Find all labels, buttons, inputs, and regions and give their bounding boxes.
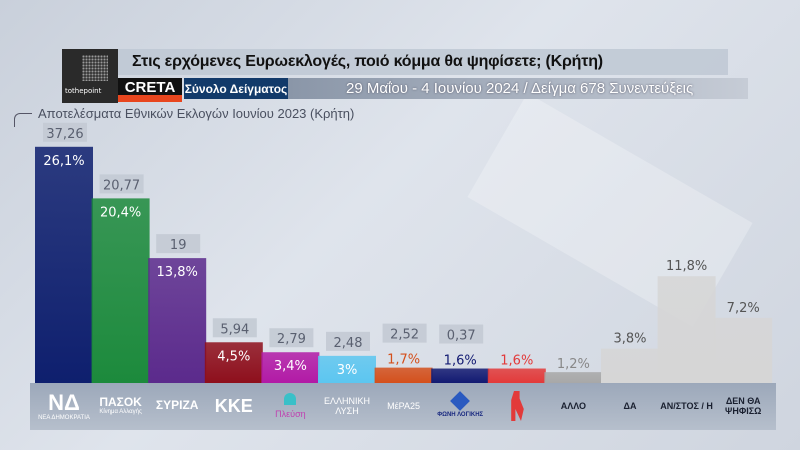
bar-4 [261,352,320,383]
previous-result-box [326,331,370,351]
foni-logikis-logo-icon [450,390,471,411]
party-logo-12: ΔΕΝ ΘΑ ΨΗΦΙΣΩ [715,387,771,425]
previous-result-box [99,174,144,194]
bar-value-label: 13,8% [157,265,198,280]
bar-7 [431,368,490,383]
party-logo-text: ΣΥΡΙΖΑ [155,398,199,413]
party-logo-text: ΕΛΛΗΝΙΚΗ [323,395,371,406]
party-logo-text: ΔΑ [623,400,637,411]
bar-value-label: 11,8% [666,259,707,274]
tothepoint-logo: tothepoint [62,49,118,103]
party-logo-text: ΝΔ [48,389,80,415]
party-logo-text: ΑΝ/ΣΤΟΣ / Η [660,400,713,411]
bar-value-label: 1,6% [444,354,477,369]
party-logo-9: ΑΛΛΟ [545,387,601,425]
bar-12 [714,317,773,383]
previous-result-label: 5,94 [220,322,249,337]
previous-result-box [212,318,257,338]
legend-arrow-icon [14,113,32,127]
previous-result-label: 37,26 [46,127,83,142]
bar-5 [318,355,376,383]
bar-3 [204,342,263,383]
creta-logo: CRETA [118,78,182,102]
bar-6 [374,367,433,383]
page-title: Στις ερχόμενες Ευρωεκλογές, ποιό κόμμα θ… [118,49,728,75]
sample-label: Σύνολο Δείγματος [184,78,288,99]
party-logo-text: Πλεύση [275,408,306,419]
bar-10 [601,348,659,383]
party-logo-text: ΛΥΣΗ [335,406,359,416]
bar-value-label: 1,6% [500,354,533,369]
bar-1 [91,198,150,383]
survey-dates: 29 Μαΐου - 4 Ιουνίου 2024 / Δείγμα 678 Σ… [288,78,748,99]
bar-0 [35,146,93,383]
bar-value-label: 4,5% [217,349,250,364]
bar-value-label: 3% [337,363,358,378]
bar-value-label: 7,2% [727,301,760,316]
party-logo-text: ΨΗΦΙΣΩ [725,406,762,416]
bar-value-label: 26,1% [43,154,84,169]
party-logo-text: ΚΚΕ [214,395,253,416]
party-logo-text: ΝΕΑ ΔΗΜΟΚΡΑΤΙΑ [38,415,90,422]
bar-value-label: 3,4% [274,359,307,374]
niki-logo-icon [511,391,524,421]
party-logo-text: ΠΑΣΟΚ [99,394,142,409]
party-logo-3: ΚΚΕ [206,387,262,425]
party-logo-text: ΜέΡΑ25 [387,400,421,411]
previous-result-label: 19 [170,238,187,253]
previous-result-box [43,122,87,142]
party-logo-text: ΔΕΝ ΘΑ [725,395,761,406]
bar-value-label: 1,2% [557,357,590,372]
party-logo-8 [489,387,545,425]
party-logo-text: ΦΩΝΗ ΛΟΓΙΚΗΣ [437,411,484,418]
previous-result-label: 2,79 [277,332,306,347]
creta-logo-text: CRETA [124,79,176,96]
bar-value-label: 1,7% [387,353,420,368]
party-logo-2: ΣΥΡΙΖΑ [149,387,205,425]
bar-9 [544,372,603,383]
bar-value-label: 3,8% [613,332,646,347]
party-logo-1: ΠΑΣΟΚ Κίνημα Αλλαγής [93,387,149,425]
bar-8 [487,368,546,383]
previous-result-label: 0,37 [447,329,476,344]
previous-result-box [382,323,427,343]
previous-result-box [439,324,484,344]
party-logo-10: ΔΑ [602,387,658,425]
bar-11 [657,276,716,383]
previous-result-label: 2,52 [390,328,419,343]
party-logo-text: Κίνημα Αλλαγής [99,409,142,416]
party-logo-5: ΕΛΛΗΝΙΚΗ ΛΥΣΗ [319,387,375,425]
party-logo-4: Πλεύση [262,387,318,425]
previous-result-box [269,328,314,348]
party-logo-7: ΦΩΝΗ ΛΟΓΙΚΗΣ [432,387,488,425]
bar-2 [148,258,207,383]
legend-previous-election: Αποτελέσματα Εθνικών Εκλογών Ιουνίου 202… [38,106,355,121]
previous-result-label: 20,77 [103,178,140,193]
previous-result-box [156,234,201,254]
plefsi-logo-icon [284,392,297,405]
party-logo-0: ΝΔ ΝΕΑ ΔΗΜΟΚΡΑΤΙΑ [36,387,92,425]
party-logo-strip [30,383,776,430]
party-logo-text: ΑΛΛΟ [560,400,587,411]
party-logo-6: ΜέΡΑ25 [376,387,432,425]
previous-result-label: 2,48 [334,336,363,351]
logo-text: tothepoint [65,87,102,95]
party-logo-11: ΑΝ/ΣΤΟΣ / Η [659,387,715,425]
bar-value-label: 20,4% [100,205,141,220]
